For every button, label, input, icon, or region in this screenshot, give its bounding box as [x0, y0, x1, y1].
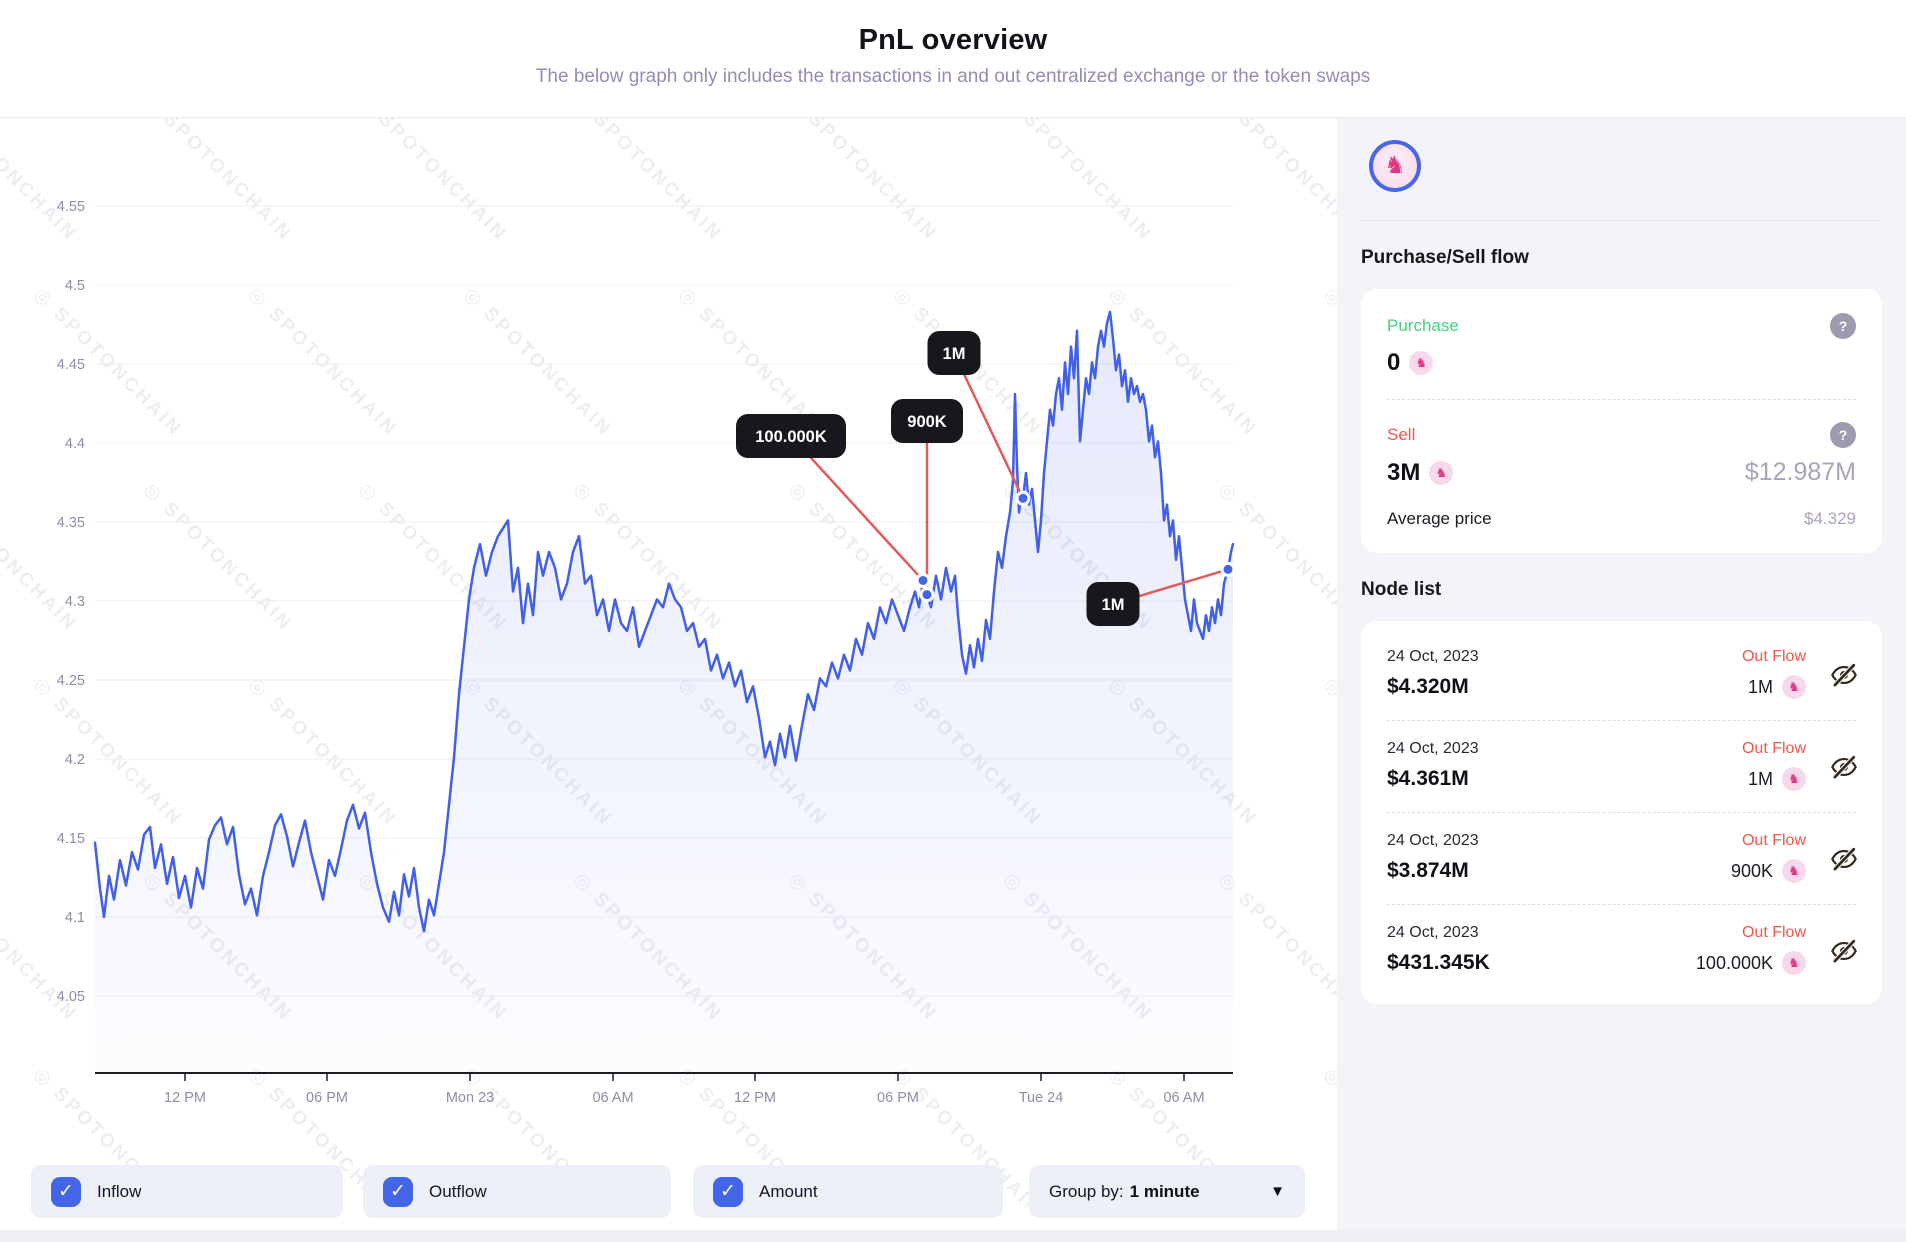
node-usd-value: $3.874M	[1387, 859, 1469, 882]
checkbox-checked-icon[interactable]: ✓	[51, 1176, 81, 1207]
svg-text:12 PM: 12 PM	[164, 1090, 206, 1106]
checkbox-label: Outflow	[429, 1181, 487, 1201]
sell-usd-value: $12.987M	[1744, 458, 1856, 486]
svg-text:4.1: 4.1	[65, 910, 85, 926]
purchase-label: Purchase	[1387, 316, 1459, 335]
group-by-label: Group by:	[1049, 1181, 1124, 1201]
svg-text:12 PM: 12 PM	[734, 1090, 776, 1106]
eye-off-icon[interactable]	[1830, 753, 1858, 781]
unicorn-icon: ♞	[1782, 675, 1806, 699]
average-price-value: $4.329	[1804, 509, 1856, 528]
svg-text:Mon 23: Mon 23	[446, 1090, 494, 1106]
node-token-amount: 900K ♞	[1731, 859, 1806, 883]
node-date: 24 Oct, 2023	[1387, 832, 1479, 849]
help-icon[interactable]: ?	[1830, 422, 1856, 448]
chart-panel: ◎ SPOTONCHAIN◎ SPOTONCHAIN◎ SPOTONCHAIN◎…	[0, 118, 1337, 1242]
checkbox-label: Amount	[759, 1181, 818, 1201]
average-price-label: Average price	[1387, 509, 1492, 528]
node-token-amount: 1M ♞	[1748, 767, 1806, 791]
node-list-item[interactable]: 24 Oct, 2023 Out Flow $4.361M 1M ♞	[1387, 721, 1858, 813]
svg-text:Tue 24: Tue 24	[1019, 1090, 1064, 1106]
node-flow-direction: Out Flow	[1741, 924, 1806, 941]
checkbox-label: Inflow	[97, 1181, 142, 1201]
unicorn-icon: ♞	[1409, 351, 1434, 375]
svg-text:4.5: 4.5	[65, 278, 85, 294]
filter-checkbox-inflow[interactable]: ✓ Inflow	[31, 1165, 343, 1218]
svg-text:06 AM: 06 AM	[592, 1090, 633, 1106]
purchase-sell-heading: Purchase/Sell flow	[1361, 247, 1529, 268]
checkbox-checked-icon[interactable]: ✓	[713, 1176, 743, 1207]
eye-off-icon[interactable]	[1830, 845, 1858, 873]
node-usd-value: $4.361M	[1387, 767, 1469, 790]
svg-text:4.15: 4.15	[57, 831, 85, 847]
chevron-down-icon: ▼	[1270, 1183, 1285, 1200]
node-date: 24 Oct, 2023	[1387, 924, 1479, 941]
node-list-item[interactable]: 24 Oct, 2023 Out Flow $4.320M 1M ♞	[1387, 629, 1858, 721]
unicorn-icon: ♞	[1782, 859, 1806, 883]
node-token-amount: 100.000K ♞	[1696, 951, 1806, 975]
node-flow-direction: Out Flow	[1741, 832, 1806, 849]
svg-text:4.35: 4.35	[57, 515, 85, 531]
svg-text:4.45: 4.45	[57, 357, 85, 373]
svg-text:4.2: 4.2	[65, 752, 85, 768]
eye-off-icon[interactable]	[1830, 661, 1858, 689]
node-flow-direction: Out Flow	[1741, 740, 1806, 757]
filter-checkbox-amount[interactable]: ✓ Amount	[693, 1165, 1003, 1218]
sell-label: Sell	[1387, 425, 1416, 444]
chart-annotation-badge[interactable]: 100.000K	[736, 414, 846, 458]
svg-text:4.3: 4.3	[65, 594, 85, 610]
page-subtitle: The below graph only includes the transa…	[535, 66, 1371, 87]
pnl-line-chart: 4.55 4.5 4.45 4.4 4.35 4.3 4.25 4.2 4.15 4.1 4.05 1…	[57, 199, 1236, 1106]
checkbox-checked-icon[interactable]: ✓	[383, 1176, 413, 1207]
node-list-heading: Node list	[1361, 579, 1442, 600]
unicorn-icon: ♞	[1429, 460, 1454, 485]
unicorn-icon: ♞	[1782, 767, 1806, 791]
page-bottom-strip	[0, 1230, 1906, 1242]
node-flow-direction: Out Flow	[1741, 648, 1806, 665]
group-by-select[interactable]: Group by: 1 minute ▼	[1029, 1165, 1305, 1218]
node-token-amount: 1M ♞	[1748, 675, 1806, 699]
node-usd-value: $431.345K	[1387, 951, 1490, 974]
node-date: 24 Oct, 2023	[1387, 740, 1479, 757]
page-title: PnL overview	[858, 24, 1048, 56]
svg-text:4.25: 4.25	[57, 673, 85, 689]
svg-text:1M: 1M	[1102, 596, 1125, 614]
chart-annotation-badge[interactable]: 1M	[927, 331, 981, 375]
svg-text:100.000K: 100.000K	[755, 428, 827, 446]
svg-text:06 PM: 06 PM	[306, 1090, 348, 1106]
svg-text:900K: 900K	[907, 413, 947, 431]
page-header: PnL overview The below graph only includ…	[0, 0, 1906, 118]
svg-text:4.55: 4.55	[57, 199, 85, 215]
help-icon[interactable]: ?	[1830, 313, 1856, 339]
token-avatar-uniswap[interactable]: ♞	[1369, 140, 1421, 192]
svg-text:06 AM: 06 AM	[1163, 1090, 1204, 1106]
sidebar-divider	[1361, 220, 1882, 221]
node-list-item[interactable]: 24 Oct, 2023 Out Flow $3.874M 900K ♞	[1387, 813, 1858, 905]
chart-annotation-badge[interactable]: 1M	[1086, 582, 1140, 626]
svg-text:1M: 1M	[943, 345, 966, 363]
unicorn-icon: ♞	[1384, 152, 1406, 179]
svg-text:4.05: 4.05	[57, 989, 85, 1005]
chart-annotation-badge[interactable]: 900K	[891, 399, 963, 443]
sidebar: ♞ Purchase/Sell flow Purchase ? 0 ♞ Sell…	[1337, 118, 1906, 1242]
chart-controls: ✓ Inflow ✓ Outflow ✓ Amount Group by: 1 …	[0, 1165, 1337, 1218]
dashed-divider	[1387, 399, 1856, 400]
svg-text:4.4: 4.4	[65, 436, 85, 452]
sell-amount: 3M	[1387, 458, 1421, 486]
purchase-sell-card: Purchase ? 0 ♞ Sell ? 3M ♞ $12.987M Aver…	[1361, 289, 1882, 553]
eye-off-icon[interactable]	[1830, 937, 1858, 965]
purchase-amount: 0	[1387, 349, 1401, 376]
unicorn-icon: ♞	[1782, 951, 1806, 975]
node-list-item[interactable]: 24 Oct, 2023 Out Flow $431.345K 100.000K…	[1387, 905, 1858, 996]
filter-checkbox-outflow[interactable]: ✓ Outflow	[363, 1165, 671, 1218]
node-usd-value: $4.320M	[1387, 675, 1469, 698]
group-by-value: 1 minute	[1129, 1181, 1200, 1201]
node-date: 24 Oct, 2023	[1387, 648, 1479, 665]
node-list-card: 24 Oct, 2023 Out Flow $4.320M 1M ♞ 24 Oc…	[1361, 621, 1882, 1004]
svg-text:06 PM: 06 PM	[877, 1090, 919, 1106]
